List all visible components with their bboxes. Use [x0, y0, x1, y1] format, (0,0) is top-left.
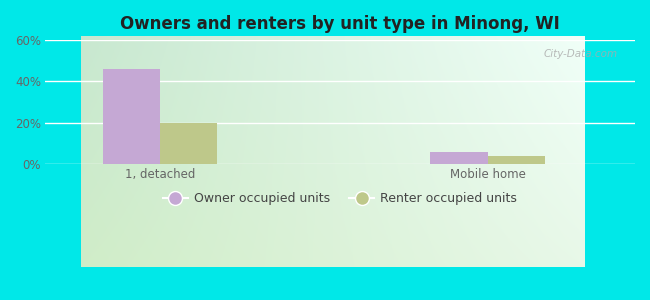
Bar: [488, 156, 545, 164]
Text: City-Data.com: City-Data.com: [543, 49, 618, 59]
Bar: [430, 152, 488, 164]
Bar: [103, 69, 160, 164]
Bar: [160, 123, 217, 164]
Legend: Owner occupied units, Renter occupied units: Owner occupied units, Renter occupied un…: [158, 187, 522, 210]
Title: Owners and renters by unit type in Minong, WI: Owners and renters by unit type in Minon…: [120, 15, 560, 33]
